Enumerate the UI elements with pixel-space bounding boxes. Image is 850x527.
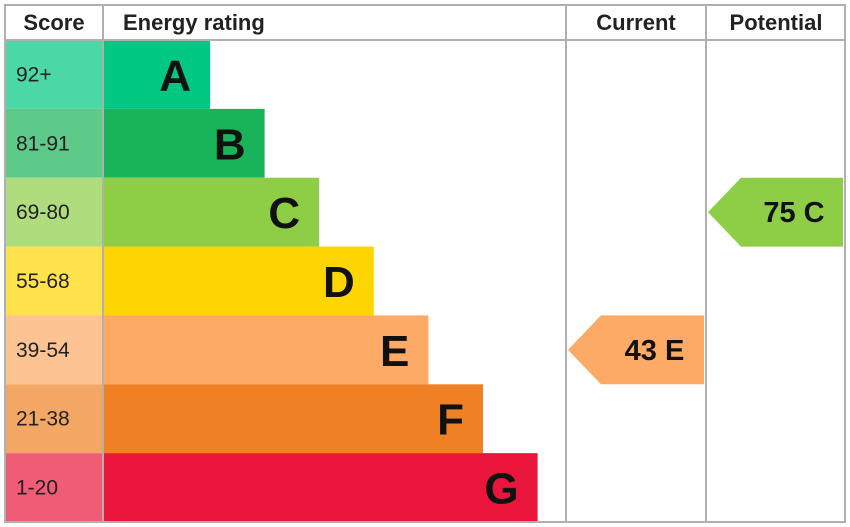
- rating-bar-f: [103, 384, 483, 454]
- rating-bar-e: [103, 315, 429, 385]
- rating-bar-g: [103, 453, 538, 522]
- score-range-f: 21-38: [16, 408, 70, 431]
- score-cell-b: [5, 108, 103, 178]
- rating-letter-g: G: [484, 465, 518, 514]
- score-range-e: 39-54: [16, 339, 70, 362]
- header-energy-rating: Energy rating: [123, 10, 265, 35]
- score-range-d: 55-68: [16, 270, 70, 293]
- rating-letter-f: F: [437, 396, 464, 445]
- header-current: Current: [596, 10, 676, 35]
- rating-bar-a: [103, 40, 210, 109]
- score-range-c: 69-80: [16, 201, 70, 224]
- current-arrow: [568, 315, 704, 385]
- potential-arrow: [708, 177, 843, 247]
- score-cell-d: [5, 246, 103, 316]
- rating-bar-d: [103, 246, 374, 316]
- rating-arrows: 43 E 75 C: [568, 177, 843, 385]
- header-score: Score: [23, 10, 84, 35]
- score-range-g: 1-20: [16, 477, 58, 500]
- table-grid: [4, 4, 846, 523]
- current-rating-label: 43 E: [625, 335, 685, 367]
- rating-bar-c: [103, 177, 320, 247]
- rating-letter-c: C: [268, 189, 300, 238]
- rating-letter-b: B: [214, 120, 246, 169]
- outer-border: [4, 4, 846, 523]
- score-cell-g: [5, 453, 103, 522]
- rating-bands: 92+ A 81-91 B 69-80 C 55-68 D 39-54 E 21-38 F 1-20 G: [5, 40, 538, 522]
- score-range-a: 92+: [16, 63, 52, 86]
- score-cell-c: [5, 177, 103, 247]
- rating-letter-a: A: [159, 51, 191, 100]
- score-cell-e: [5, 315, 103, 385]
- score-cell-a: [5, 40, 103, 109]
- rating-bar-b: [103, 108, 265, 178]
- header-potential: Potential: [730, 10, 823, 35]
- potential-rating-label: 75 C: [763, 197, 824, 229]
- score-range-b: 81-91: [16, 132, 70, 155]
- rating-letter-e: E: [380, 327, 409, 376]
- rating-letter-d: D: [323, 258, 355, 307]
- score-cell-f: [5, 384, 103, 454]
